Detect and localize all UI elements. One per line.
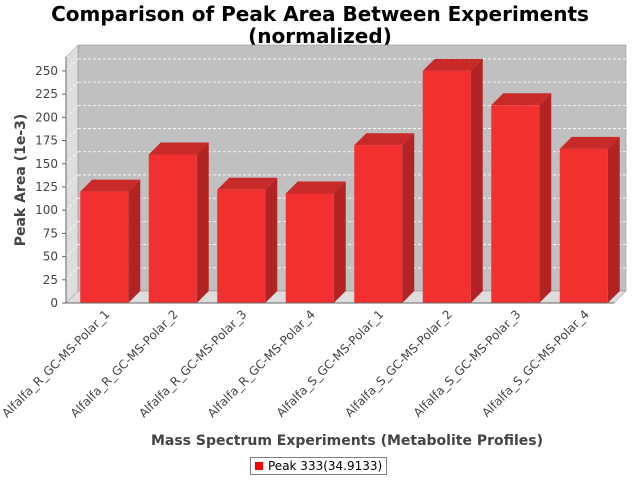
y-tick-label: 225 — [35, 87, 58, 101]
bar-front — [491, 105, 540, 303]
legend-swatch — [255, 462, 263, 470]
bar-front — [285, 193, 334, 303]
gridline-wall — [65, 81, 79, 95]
bar-side — [402, 133, 415, 303]
y-axis-label: Peak Area (1e-3) — [13, 114, 29, 247]
gridline-wall — [65, 151, 79, 165]
bar-side — [607, 136, 620, 303]
bar-front — [148, 154, 197, 303]
bar-front — [354, 145, 403, 303]
gridline-wall — [65, 267, 79, 281]
bar-side — [470, 58, 483, 303]
bar-side — [539, 93, 552, 303]
y-tick-label: 150 — [35, 157, 58, 171]
bar-front — [422, 70, 471, 303]
gridline-wall — [65, 221, 79, 234]
y-tick-label: 125 — [35, 180, 58, 194]
bar-side — [128, 179, 141, 303]
y-tick-label: 250 — [35, 64, 58, 78]
bar-top — [80, 179, 141, 192]
y-tick-label: 25 — [43, 273, 58, 287]
bar-front — [80, 191, 129, 303]
x-axis-label: Mass Spectrum Experiments (Metabolite Pr… — [151, 433, 543, 449]
gridline-wall — [65, 197, 79, 211]
bar-top — [217, 177, 278, 190]
y-tick-label: 100 — [35, 203, 58, 217]
bar — [559, 136, 620, 303]
bar-front — [559, 148, 608, 303]
y-tick-label: 175 — [35, 134, 58, 148]
gridline-wall — [65, 174, 79, 188]
legend-label: Peak 333(34.9133) — [268, 459, 383, 473]
bar — [354, 133, 415, 303]
bar-side — [265, 177, 278, 303]
gridline-wall — [65, 244, 79, 257]
y-tick-label: 200 — [35, 110, 58, 124]
plot-left-wall — [65, 44, 79, 304]
bar-top — [559, 136, 620, 149]
y-tick-label: 0 — [50, 296, 58, 310]
bar-top — [422, 58, 483, 71]
bar — [491, 93, 552, 303]
bar-top — [148, 142, 209, 155]
bar-top — [491, 93, 552, 106]
bar-front — [217, 189, 266, 303]
legend: Peak 333(34.9133) — [250, 457, 388, 475]
gridline-wall — [65, 58, 79, 72]
y-tick-label: 75 — [43, 226, 58, 240]
bar — [217, 177, 278, 303]
gridline-wall — [65, 128, 79, 141]
bar — [285, 181, 346, 303]
bar-top — [354, 133, 415, 146]
bar — [80, 179, 141, 303]
bar — [148, 142, 209, 303]
chart-title-line-2: (normalized) — [248, 24, 392, 48]
bar-side — [196, 142, 209, 303]
gridline-wall — [65, 105, 79, 118]
bar-side — [333, 181, 346, 303]
y-tick-label: 50 — [43, 250, 58, 264]
chart-title-line-1: Comparison of Peak Area Between Experime… — [51, 2, 589, 26]
x-tick-label: Alfalfa_R_GC-MS-Polar_1 — [0, 307, 112, 420]
bar — [422, 58, 483, 303]
bar-top — [285, 181, 346, 194]
